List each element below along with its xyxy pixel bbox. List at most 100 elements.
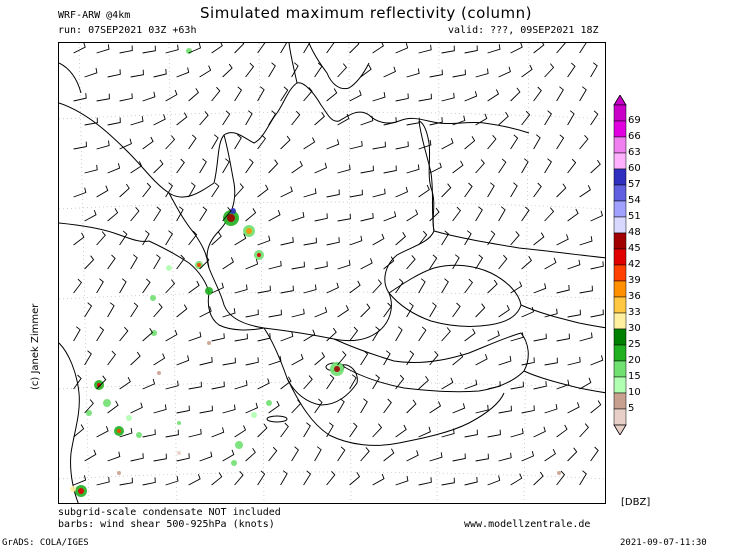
wind-barb — [533, 333, 547, 342]
echo-cell — [266, 400, 272, 406]
colorbar-swatch — [613, 312, 627, 330]
wind-barb — [314, 62, 323, 78]
wind-barb — [280, 186, 293, 198]
wind-barb — [418, 93, 432, 102]
wind-barb — [165, 429, 179, 438]
wind-barb — [452, 254, 460, 270]
wind-barb — [268, 355, 282, 366]
wind-barb — [418, 230, 428, 246]
wind-barb — [130, 207, 140, 222]
wind-barb — [84, 209, 97, 222]
wind-barb — [556, 134, 565, 150]
wind-barb — [326, 374, 335, 390]
wind-barb — [579, 423, 589, 438]
wind-barb — [142, 477, 156, 486]
wind-barb — [579, 185, 591, 198]
wind-barb — [337, 260, 351, 270]
colorbar-level-label: 39 — [628, 275, 641, 286]
wind-barb — [176, 112, 188, 126]
wind-barb — [521, 405, 535, 414]
wind-barb — [556, 43, 566, 54]
echo-cell — [157, 371, 161, 375]
wind-barb — [107, 163, 121, 174]
wind-barb — [452, 115, 466, 126]
wind-barb — [314, 213, 328, 222]
wind-barb — [418, 44, 432, 54]
wind-barb — [268, 400, 280, 414]
wind-barb — [326, 189, 340, 198]
wind-barb — [165, 89, 178, 102]
wind-barb — [567, 62, 576, 78]
wind-barb — [326, 422, 334, 438]
colorbar-level-label: 25 — [628, 339, 641, 350]
wind-barb — [176, 304, 188, 318]
wind-barb — [326, 282, 339, 294]
colorbar-unit: [DBZ] — [621, 497, 651, 508]
wind-barb — [84, 399, 94, 414]
wind-barb — [303, 188, 317, 198]
wind-barb — [475, 206, 483, 222]
wind-barb — [337, 213, 351, 222]
wind-barb — [475, 453, 489, 462]
colorbar-level-label: 60 — [628, 163, 641, 174]
coastline-north — [59, 82, 530, 198]
wind-barb — [360, 258, 373, 270]
wind-barb — [326, 43, 335, 54]
wind-barb — [498, 158, 507, 174]
wind-barb — [142, 378, 156, 390]
wind-barb — [257, 43, 266, 54]
wind-barb — [303, 137, 316, 150]
wind-barb — [257, 184, 269, 198]
footer-note-condensate: subgrid-scale condensate NOT included — [58, 507, 281, 518]
wind-barb — [544, 158, 552, 174]
border-italy — [286, 377, 505, 446]
wind-barb — [326, 327, 337, 342]
model-label: WRF-ARW @4km — [58, 10, 131, 21]
echo-cell — [246, 228, 252, 234]
wind-barb — [165, 380, 179, 390]
colorbar-swatch — [613, 200, 627, 218]
wind-barb — [487, 429, 501, 438]
footer-note-barbs: barbs: wind shear 500-925hPa (knots) — [58, 519, 275, 530]
wind-barb — [498, 254, 508, 270]
colorbar-swatch — [613, 216, 627, 234]
wind-barb — [199, 158, 207, 174]
wind-barb — [337, 164, 351, 174]
wind-barb — [188, 428, 202, 438]
wind-barb — [107, 69, 121, 78]
wind-barb — [544, 63, 555, 78]
wind-barb — [533, 134, 541, 150]
wind-barb — [73, 187, 87, 198]
wind-barb — [107, 451, 121, 462]
wind-barb — [395, 278, 404, 294]
wind-barb — [556, 379, 570, 390]
wind-barb — [510, 281, 523, 294]
wind-barb — [498, 66, 511, 78]
wind-barb — [567, 309, 581, 318]
wind-barb — [544, 257, 557, 270]
run-label: run: 07SEP2021 03Z +63h — [58, 25, 197, 36]
wind-barb — [590, 309, 604, 318]
colorbar-level-label: 20 — [628, 355, 641, 366]
wind-barb — [291, 308, 305, 318]
wind-barb — [544, 404, 558, 414]
wind-barb — [291, 110, 301, 126]
wind-barb — [395, 186, 409, 198]
wind-barb — [406, 399, 417, 414]
wind-barb — [268, 110, 277, 126]
wind-barb — [429, 117, 443, 126]
wind-barb — [211, 43, 223, 54]
wind-barb — [441, 183, 452, 198]
wind-barb — [84, 302, 93, 318]
wind-barb — [314, 446, 322, 462]
wind-barb — [579, 285, 593, 294]
wind-barb — [199, 65, 212, 78]
wind-barb — [96, 231, 106, 246]
wind-barb — [579, 86, 587, 102]
wind-barb — [533, 471, 544, 486]
wind-barb — [176, 405, 190, 414]
wind-barb — [165, 329, 178, 342]
wind-barb — [441, 230, 450, 246]
wind-barb — [395, 374, 405, 390]
colorbar-swatch — [613, 344, 627, 362]
